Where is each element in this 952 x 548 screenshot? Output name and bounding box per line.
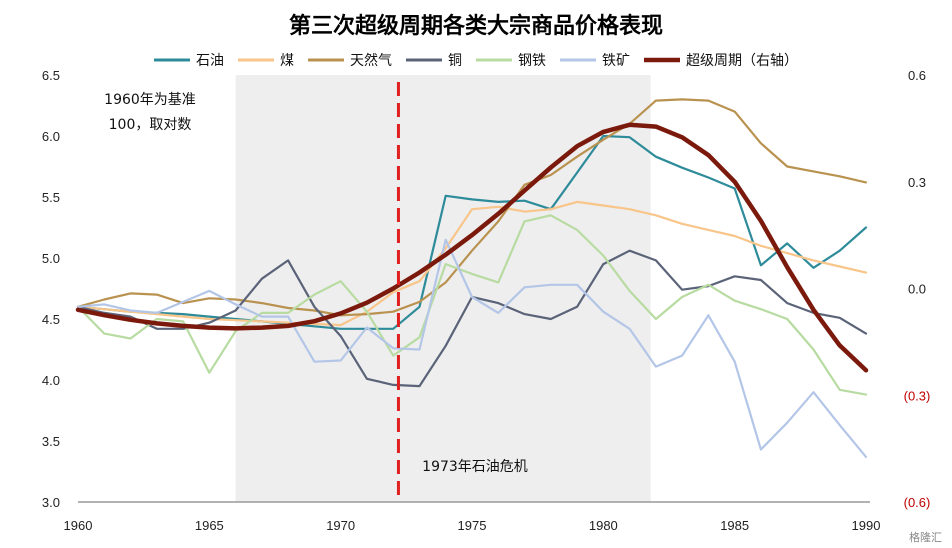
right-y-tick-label: 0.0 xyxy=(908,282,926,297)
right-y-tick-label: (0.6) xyxy=(904,495,931,510)
right-y-tick-label: (0.3) xyxy=(904,388,931,403)
legend-label: 超级周期（右轴） xyxy=(686,53,798,69)
right-y-tick-label: 0.3 xyxy=(908,175,926,190)
base-note-line1: 1960年为基准 xyxy=(104,91,196,108)
left-y-tick-label: 4.5 xyxy=(42,312,60,327)
x-tick-label: 1990 xyxy=(852,518,881,533)
left-y-tick-label: 3.5 xyxy=(42,434,60,449)
series-line xyxy=(76,214,868,396)
series-line xyxy=(76,238,868,458)
series-lines xyxy=(75,98,869,458)
x-tick-label: 1975 xyxy=(458,518,487,533)
legend-label: 铁矿 xyxy=(602,53,630,69)
watermark: 格隆汇 xyxy=(909,530,942,544)
x-tick-label: 1970 xyxy=(326,518,355,533)
series-line xyxy=(75,122,869,373)
left-y-tick-label: 6.5 xyxy=(42,68,60,83)
left-y-tick-label: 5.0 xyxy=(42,251,60,266)
chart-title: 第三次超级周期各类大宗商品价格表现 xyxy=(289,13,663,39)
left-y-tick-label: 4.0 xyxy=(42,373,60,388)
series-line xyxy=(76,134,868,330)
legend-label: 天然气 xyxy=(350,52,392,69)
legend-label: 煤 xyxy=(280,53,294,69)
x-tick-label: 1980 xyxy=(589,518,618,533)
base-note-line2: 100，取对数 xyxy=(109,117,192,133)
legend: 石油 煤 天然气 铜 钢铁 铁矿 超级周期（右轴） xyxy=(154,52,798,69)
legend-label: 石油 xyxy=(196,53,224,69)
right-y-tick-label: 0.6 xyxy=(908,68,926,83)
legend-label: 铜 xyxy=(448,53,462,69)
series-line xyxy=(76,98,868,317)
series-line xyxy=(76,200,868,327)
left-y-tick-label: 5.5 xyxy=(42,190,60,205)
x-tick-label: 1960 xyxy=(64,518,93,533)
oil-crisis-label: 1973年石油危机 xyxy=(422,459,528,475)
legend-label: 钢铁 xyxy=(518,53,546,69)
axes: 3.0 3.5 4.0 4.5 5.0 5.5 6.0 6.5 0.6 0.3 0.0 (0.3) (0… xyxy=(42,68,930,533)
left-y-tick-label: 3.0 xyxy=(42,495,60,510)
x-tick-label: 1965 xyxy=(195,518,224,533)
x-tick-label: 1985 xyxy=(720,518,749,533)
left-y-tick-label: 6.0 xyxy=(42,129,60,144)
